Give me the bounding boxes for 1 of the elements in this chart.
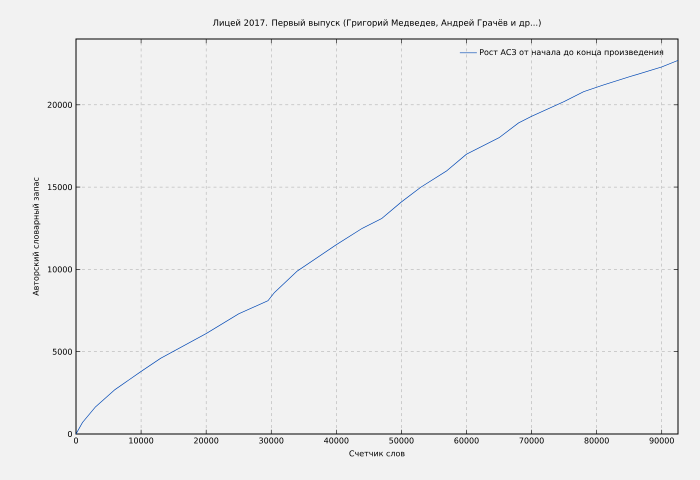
chart-title: Лицей 2017. Первый выпуск (Григорий Медведев, Андрей Грачёв и др...) — [212, 19, 541, 28]
